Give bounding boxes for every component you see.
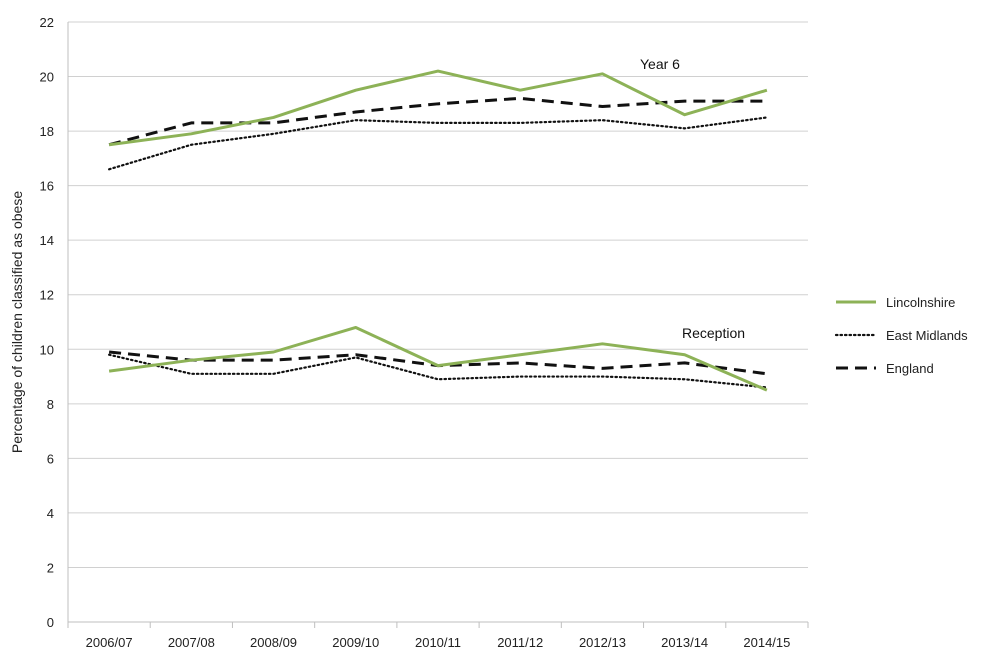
x-tick-label: 2014/15 [743, 635, 790, 650]
x-tick-label: 2008/09 [250, 635, 297, 650]
y-tick-label: 4 [47, 506, 54, 521]
legend-label: Lincolnshire [886, 295, 955, 310]
group-annotations: Year 6 Reception [640, 56, 745, 341]
x-tick-label: 2013/14 [661, 635, 708, 650]
x-tick-label: 2009/10 [332, 635, 379, 650]
y-tick-label: 18 [40, 124, 54, 139]
y-tick-label: 10 [40, 342, 54, 357]
annotation-reception: Reception [682, 325, 745, 341]
gridlines [68, 21, 808, 623]
series-line-reception-east-midlands [108, 353, 768, 389]
x-tick-label: 2012/13 [579, 635, 626, 650]
y-tick-label: 22 [40, 15, 54, 30]
y-tick-label: 20 [40, 70, 54, 85]
series-line-reception-england [108, 350, 768, 376]
series-line-year-6-east-midlands [108, 116, 768, 171]
x-tick-label: 2010/11 [415, 635, 461, 650]
legend-label: England [886, 361, 934, 376]
series-line-reception-lincolnshire [108, 325, 768, 392]
x-tick-label: 2006/07 [86, 635, 133, 650]
axes: 0 2 4 6 8 10 12 14 16 18 20 22 2006/07 2007/08 2008/09… [40, 15, 809, 650]
y-tick-label: 0 [47, 615, 54, 630]
y-tick-label: 2 [47, 560, 54, 575]
annotation-year-6: Year 6 [640, 56, 680, 72]
legend-label: East Midlands [886, 328, 968, 343]
x-tick-label: 2007/08 [168, 635, 215, 650]
series-lines [108, 69, 768, 392]
series-line-year-6-england [108, 96, 767, 147]
legend: Lincolnshire East Midlands England [834, 295, 968, 376]
x-tick-label: 2011/12 [497, 635, 543, 650]
y-tick-label: 12 [40, 288, 54, 303]
y-tick-label: 14 [40, 233, 54, 248]
y-tick-label: 6 [47, 451, 54, 466]
y-axis-title: Percentage of children classified as obe… [9, 191, 25, 453]
y-tick-label: 8 [47, 397, 54, 412]
series-line-year-6-lincolnshire [108, 69, 768, 147]
y-tick-label: 16 [40, 179, 54, 194]
